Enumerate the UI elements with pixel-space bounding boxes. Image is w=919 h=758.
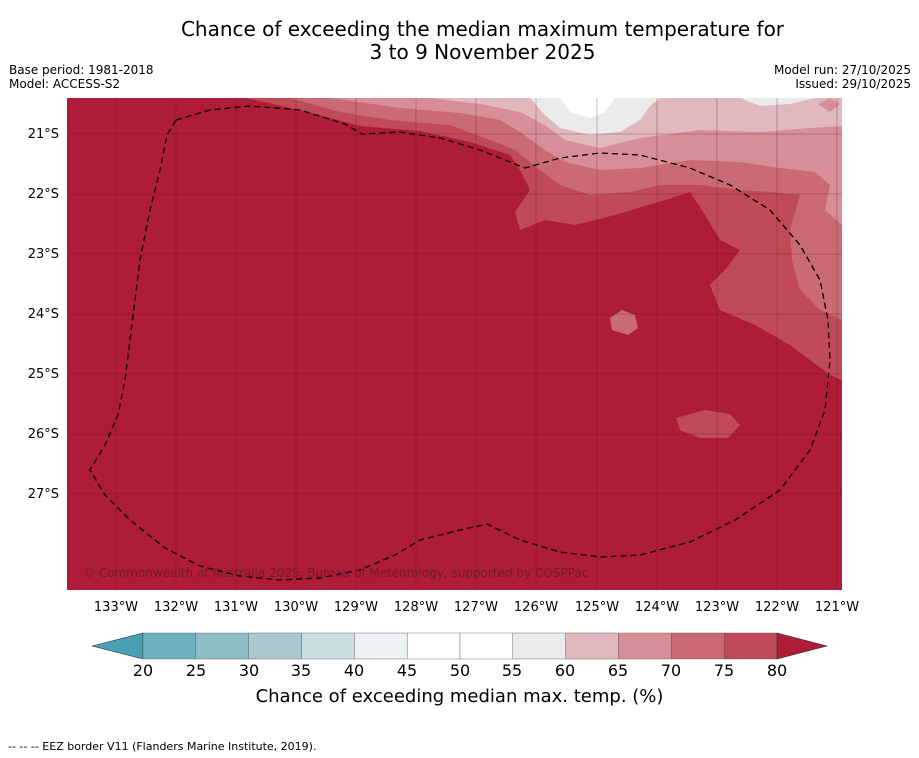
contour-small-patch-2 [610, 310, 638, 335]
contour-55-60-right [740, 98, 815, 106]
lon-labels: 133°W 132°W 131°W 130°W 129°W 128°W 127°… [94, 600, 859, 615]
model-name: Model: ACCESS-S2 [9, 77, 121, 91]
title-line-1: Chance of exceeding the median maximum t… [180, 17, 785, 41]
lon-label: 129°W [334, 600, 378, 615]
lon-label: 123°W [695, 600, 739, 615]
colorbar-max-extend [776, 632, 829, 660]
copyright-text: © Commonwealth of Australia 2025, Bureau… [83, 566, 588, 580]
contour-60-65 [430, 98, 842, 148]
base-period: Base period: 1981-2018 [9, 63, 154, 77]
map-title: Chance of exceeding the median maximum t… [0, 18, 919, 64]
lon-label: 128°W [394, 600, 438, 615]
colorbar-segment [512, 632, 566, 660]
lon-label: 125°W [575, 600, 619, 615]
contour-tr-patch [818, 98, 840, 112]
lat-label: 26°S [28, 427, 59, 442]
model-run: Model run: 27/10/2025 [773, 63, 911, 77]
contour-55-60 [530, 98, 660, 135]
footer-note: -- -- -- EEZ border V11 (Flanders Marine… [8, 740, 317, 753]
colorbar-tick: 50 [450, 661, 470, 680]
lat-label: 22°S [28, 187, 59, 202]
lon-label: 126°W [514, 600, 558, 615]
colorbar-segment [618, 632, 672, 660]
colorbar-tick: 55 [502, 661, 522, 680]
colorbar-tick: 70 [661, 661, 681, 680]
lon-label: 131°W [214, 600, 258, 615]
contour-50-55 [560, 98, 615, 118]
colorbar-segment [301, 632, 355, 660]
lon-label: 127°W [454, 600, 498, 615]
colorbar-label: Chance of exceeding median max. temp. (%… [255, 686, 664, 707]
colorbar-segment [723, 632, 778, 660]
title-line-2: 3 to 9 November 2025 [369, 40, 596, 64]
colorbar-segment [565, 632, 619, 660]
colorbar-segment [142, 632, 197, 660]
colorbar-tick: 20 [133, 661, 153, 680]
meta-left: Base period: 1981-2018 Model: ACCESS-S2 [9, 63, 154, 91]
colorbar-tick: 35 [291, 661, 311, 680]
colorbar-ticks: 20 25 30 35 40 45 50 55 60 65 70 75 80 [133, 661, 787, 680]
lon-label: 133°W [94, 600, 138, 615]
colorbar [91, 632, 829, 660]
colorbar-tick: 25 [186, 661, 206, 680]
graticule [67, 98, 842, 590]
lat-labels: 21°S 22°S 23°S 24°S 25°S 26°S 27°S [28, 127, 59, 502]
colorbar-tick: 65 [608, 661, 628, 680]
lon-label: 122°W [755, 600, 799, 615]
colorbar-tick: 75 [714, 661, 734, 680]
colorbar-segment [354, 632, 408, 660]
colorbar-segment [248, 632, 302, 660]
contour-small-patch [676, 410, 740, 438]
colorbar-segment [406, 632, 461, 660]
lon-label: 124°W [635, 600, 679, 615]
colorbar-segment [671, 632, 725, 660]
lon-label: 121°W [815, 600, 859, 615]
lat-label: 25°S [28, 367, 59, 382]
colorbar-min-extend [91, 632, 144, 660]
colorbar-tick: 80 [767, 661, 787, 680]
colorbar-segment [459, 632, 514, 660]
issued-date: Issued: 29/10/2025 [795, 77, 911, 91]
lon-label: 132°W [154, 600, 198, 615]
colorbar-tick: 40 [344, 661, 364, 680]
colorbar-tick: 60 [555, 661, 575, 680]
meta-right: Model run: 27/10/2025 Issued: 29/10/2025 [774, 63, 911, 91]
lon-label: 130°W [274, 600, 318, 615]
lat-label: 21°S [28, 127, 59, 142]
map-plot: © Commonwealth of Australia 2025, Bureau… [67, 98, 842, 590]
lat-label: 27°S [28, 487, 59, 502]
colorbar-tick: 30 [239, 661, 259, 680]
lat-label: 24°S [28, 307, 59, 322]
colorbar-segment [195, 632, 249, 660]
colorbar-tick: 45 [397, 661, 417, 680]
lat-label: 23°S [28, 247, 59, 262]
